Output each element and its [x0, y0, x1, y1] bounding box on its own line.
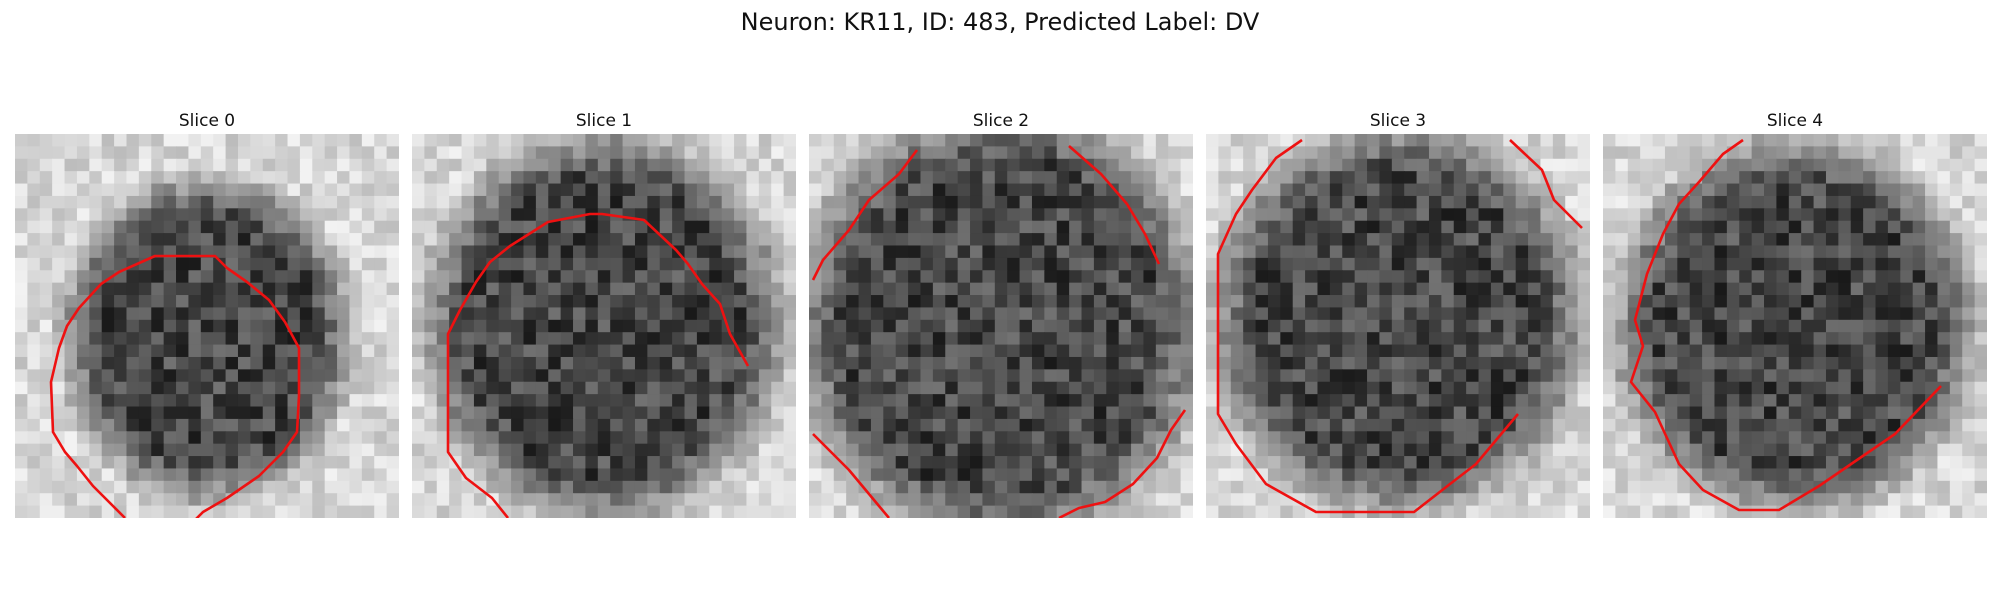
contour-group [811, 145, 1187, 518]
pixel-grid [809, 134, 1193, 518]
slice-title-1: Slice 1 [575, 111, 633, 131]
slice-image-2 [809, 134, 1193, 518]
contour-line [1068, 145, 1161, 265]
pixel-grid [1206, 134, 1590, 518]
pixel-grid [1603, 134, 1987, 518]
contour-line [49, 254, 301, 518]
pixel-grid [412, 134, 796, 518]
figure-title: Neuron: KR11, ID: 483, Predicted Label: … [740, 8, 1260, 36]
slice-title-4: Slice 4 [1766, 111, 1824, 131]
slice-image-0 [15, 134, 399, 518]
contour-group [446, 212, 750, 518]
contour-line [811, 149, 919, 281]
contour-group [1629, 138, 1942, 512]
slice-panel-4: Slice 4 [1603, 108, 1987, 518]
slice-image-3 [1206, 134, 1590, 518]
contour-line [1509, 139, 1583, 229]
contour-line [1058, 409, 1187, 518]
contour-line [1629, 138, 1942, 512]
contour-group [1216, 138, 1583, 514]
contour-group [49, 254, 301, 518]
contour-line [812, 433, 890, 518]
slice-image-4 [1603, 134, 1987, 518]
pixel-grid [15, 134, 399, 518]
slice-image-1 [412, 134, 796, 518]
slice-title-0: Slice 0 [178, 111, 236, 131]
slice-panel-3: Slice 3 [1206, 108, 1590, 518]
slice-panel-2: Slice 2 [809, 108, 1193, 518]
slice-panel-0: Slice 0 [15, 108, 399, 518]
contour-line [446, 212, 750, 518]
slice-title-3: Slice 3 [1369, 111, 1427, 131]
slice-title-2: Slice 2 [972, 111, 1030, 131]
slice-panel-1: Slice 1 [412, 108, 796, 518]
contour-line [1216, 138, 1519, 514]
